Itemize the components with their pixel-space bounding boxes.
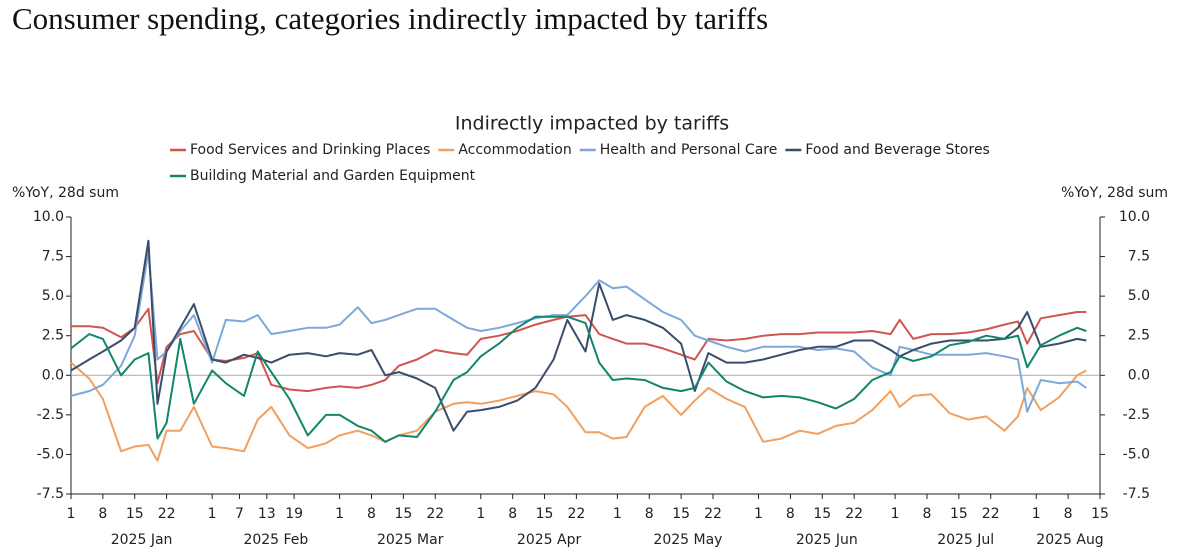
month-label: 2025 Apr — [517, 532, 582, 548]
legend-label: Health and Personal Care — [600, 142, 778, 158]
x-tick-label: 15 — [1091, 506, 1109, 522]
x-tick-label: 22 — [982, 506, 1000, 522]
y2-tick-label: -7.5 — [1123, 486, 1150, 502]
x-tick-label: 15 — [950, 506, 968, 522]
y-tick-label: 10.0 — [33, 209, 64, 225]
x-tick-label: 22 — [567, 506, 585, 522]
y-tick-label: -5.0 — [37, 446, 64, 462]
x-tick-label: 1 — [208, 506, 217, 522]
legend-label: Food Services and Drinking Places — [190, 142, 430, 158]
x-tick-label: 8 — [923, 506, 932, 522]
month-label: 2025 Jul — [937, 532, 994, 548]
y-tick-label: 2.5 — [42, 328, 64, 344]
x-tick-label: 8 — [367, 506, 376, 522]
y2-tick-label: -5.0 — [1123, 446, 1150, 462]
x-tick-label: 8 — [508, 506, 517, 522]
month-label: 2025 Jun — [796, 532, 858, 548]
y-tick-label: -7.5 — [37, 486, 64, 502]
month-label: 2025 Aug — [1036, 532, 1103, 548]
x-tick-label: 8 — [98, 506, 107, 522]
y-tick-label: 5.0 — [42, 288, 64, 304]
x-tick-label: 8 — [1064, 506, 1073, 522]
x-tick-label: 15 — [536, 506, 554, 522]
x-tick-label: 15 — [126, 506, 144, 522]
x-tick-label: 8 — [645, 506, 654, 522]
x-tick-label: 22 — [158, 506, 176, 522]
y2-tick-label: 2.5 — [1128, 328, 1150, 344]
y2-tick-label: 0.0 — [1128, 367, 1150, 383]
series-line — [70, 239, 1087, 432]
x-tick-label: 15 — [672, 506, 690, 522]
x-tick-label: 19 — [285, 506, 303, 522]
x-tick-label: 1 — [613, 506, 622, 522]
y2-axis-label: %YoY, 28d sum — [1061, 185, 1168, 201]
x-tick-label: 1 — [476, 506, 485, 522]
y-tick-label: 7.5 — [42, 249, 64, 265]
month-label: 2025 May — [653, 532, 722, 548]
y2-tick-label: 5.0 — [1128, 288, 1150, 304]
legend-label: Food and Beverage Stores — [805, 142, 990, 158]
y2-tick-label: 7.5 — [1128, 249, 1150, 265]
y-tick-label: 0.0 — [42, 367, 64, 383]
x-tick-label: 1 — [1032, 506, 1041, 522]
page-title: Consumer spending, categories indirectly… — [12, 1, 768, 36]
x-tick-label: 1 — [67, 506, 76, 522]
x-tick-label: 15 — [813, 506, 831, 522]
x-tick-label: 22 — [426, 506, 444, 522]
series-line — [70, 361, 1087, 462]
x-tick-label: 13 — [258, 506, 276, 522]
x-tick-label: 22 — [845, 506, 863, 522]
y2-tick-label: -2.5 — [1123, 407, 1150, 423]
y2-tick-label: 10.0 — [1119, 209, 1150, 225]
x-tick-label: 1 — [754, 506, 763, 522]
month-label: 2025 Feb — [243, 532, 308, 548]
chart-title: Indirectly impacted by tariffs — [455, 113, 729, 135]
series-line — [70, 315, 1087, 443]
x-tick-label: 1 — [335, 506, 344, 522]
x-tick-label: 22 — [704, 506, 722, 522]
month-label: 2025 Jan — [111, 532, 173, 548]
x-tick-label: 1 — [891, 506, 900, 522]
x-tick-label: 15 — [394, 506, 412, 522]
legend-label: Accommodation — [458, 142, 571, 158]
legend-label: Building Material and Garden Equipment — [190, 168, 476, 184]
y-axis-label: %YoY, 28d sum — [12, 185, 119, 201]
x-tick-label: 8 — [786, 506, 795, 522]
series-line — [70, 250, 1087, 413]
x-tick-label: 7 — [235, 506, 244, 522]
y-tick-label: -2.5 — [37, 407, 64, 423]
month-label: 2025 Mar — [377, 532, 444, 548]
